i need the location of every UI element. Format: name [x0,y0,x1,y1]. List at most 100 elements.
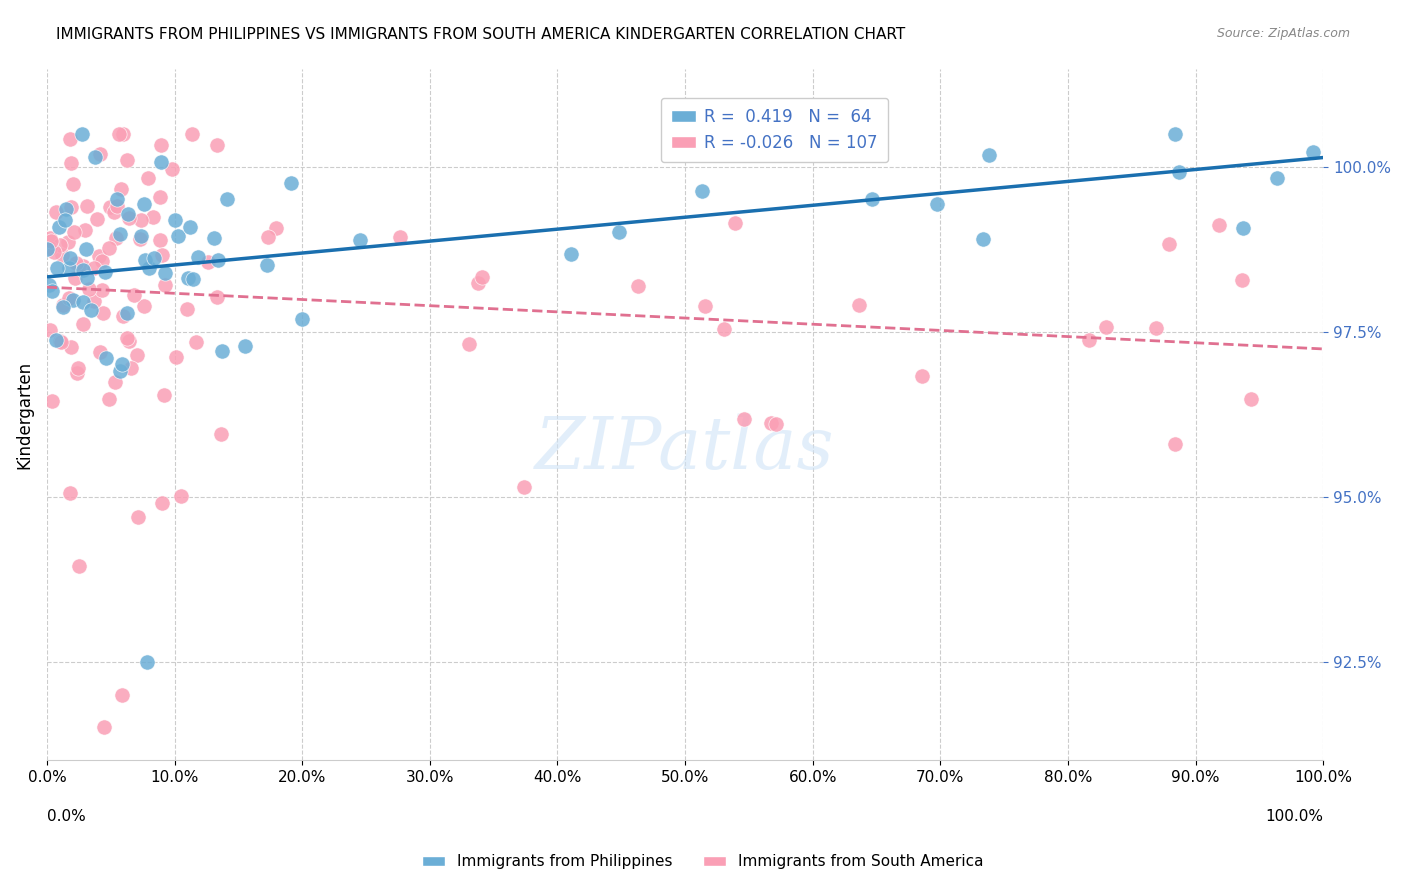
Point [150,155,173,169]
Point [45,333,67,347]
Point [59,341,82,355]
Point [111,357,134,371]
Point [83,260,105,275]
Point [713,322,735,336]
Point [166,229,188,244]
Point [1164,128,1187,142]
Point [166,350,188,364]
Point [127,509,149,524]
Point [39,235,62,249]
Point [291,312,314,326]
Point [197,255,219,269]
Point [117,207,139,221]
Point [49,238,72,252]
Point [111,688,134,702]
Legend: R =  0.419   N =  64, R = -0.026   N = 107: R = 0.419 N = 64, R = -0.026 N = 107 [661,97,887,162]
Point [211,344,233,359]
Point [138,260,160,275]
Point [1240,392,1263,406]
Point [860,193,883,207]
Point [98,392,121,406]
Point [134,252,156,267]
Point [98,241,121,255]
Point [105,199,128,213]
Point [1078,333,1101,347]
Point [129,228,152,243]
Point [86,211,108,226]
Point [76,199,98,213]
Point [41,394,63,409]
Point [117,153,139,168]
Point [58,291,80,305]
Point [118,211,141,225]
Point [132,197,155,211]
Point [89,344,111,359]
Point [62,293,84,308]
Point [143,251,166,265]
Point [695,299,717,313]
Point [848,298,870,312]
Point [1208,219,1230,233]
Point [808,142,831,156]
Point [70,128,93,142]
Point [66,366,89,380]
Point [110,364,132,378]
Point [93,721,115,735]
Point [87,249,110,263]
Point [132,299,155,313]
Point [149,190,172,204]
Point [76,270,98,285]
Point [181,128,204,142]
Point [207,252,229,267]
Point [205,289,228,303]
Point [280,176,302,190]
Point [104,375,127,389]
Point [115,331,138,345]
Point [142,210,165,224]
Point [55,202,77,216]
Point [49,334,72,349]
Point [163,213,186,227]
Point [83,150,105,164]
Point [83,293,105,308]
Point [607,225,630,239]
Point [80,303,103,318]
Point [118,334,141,349]
Point [59,200,82,214]
Point [733,412,755,426]
Point [264,221,287,235]
Point [979,147,1001,161]
Point [51,300,73,314]
Point [63,225,86,239]
Point [104,231,127,245]
Text: Source: ZipAtlas.com: Source: ZipAtlas.com [1216,27,1350,40]
Point [724,216,747,230]
Point [349,233,371,247]
Point [45,205,67,219]
Point [91,306,114,320]
Point [211,427,233,442]
Point [38,231,60,245]
Point [90,283,112,297]
Point [256,258,278,272]
Point [388,230,411,244]
Point [45,261,67,276]
Point [65,271,87,285]
Point [972,232,994,246]
Point [129,213,152,227]
Point [105,193,128,207]
Point [112,309,135,323]
Point [257,229,280,244]
Legend: Immigrants from Philippines, Immigrants from South America: Immigrants from Philippines, Immigrants … [416,848,990,875]
Point [235,339,257,353]
Point [94,265,117,279]
Point [122,288,145,302]
Point [48,220,70,235]
Point [1230,273,1253,287]
Point [181,272,204,286]
Point [79,282,101,296]
Point [98,200,121,214]
Point [148,233,170,247]
Point [38,278,60,293]
Point [110,182,132,196]
